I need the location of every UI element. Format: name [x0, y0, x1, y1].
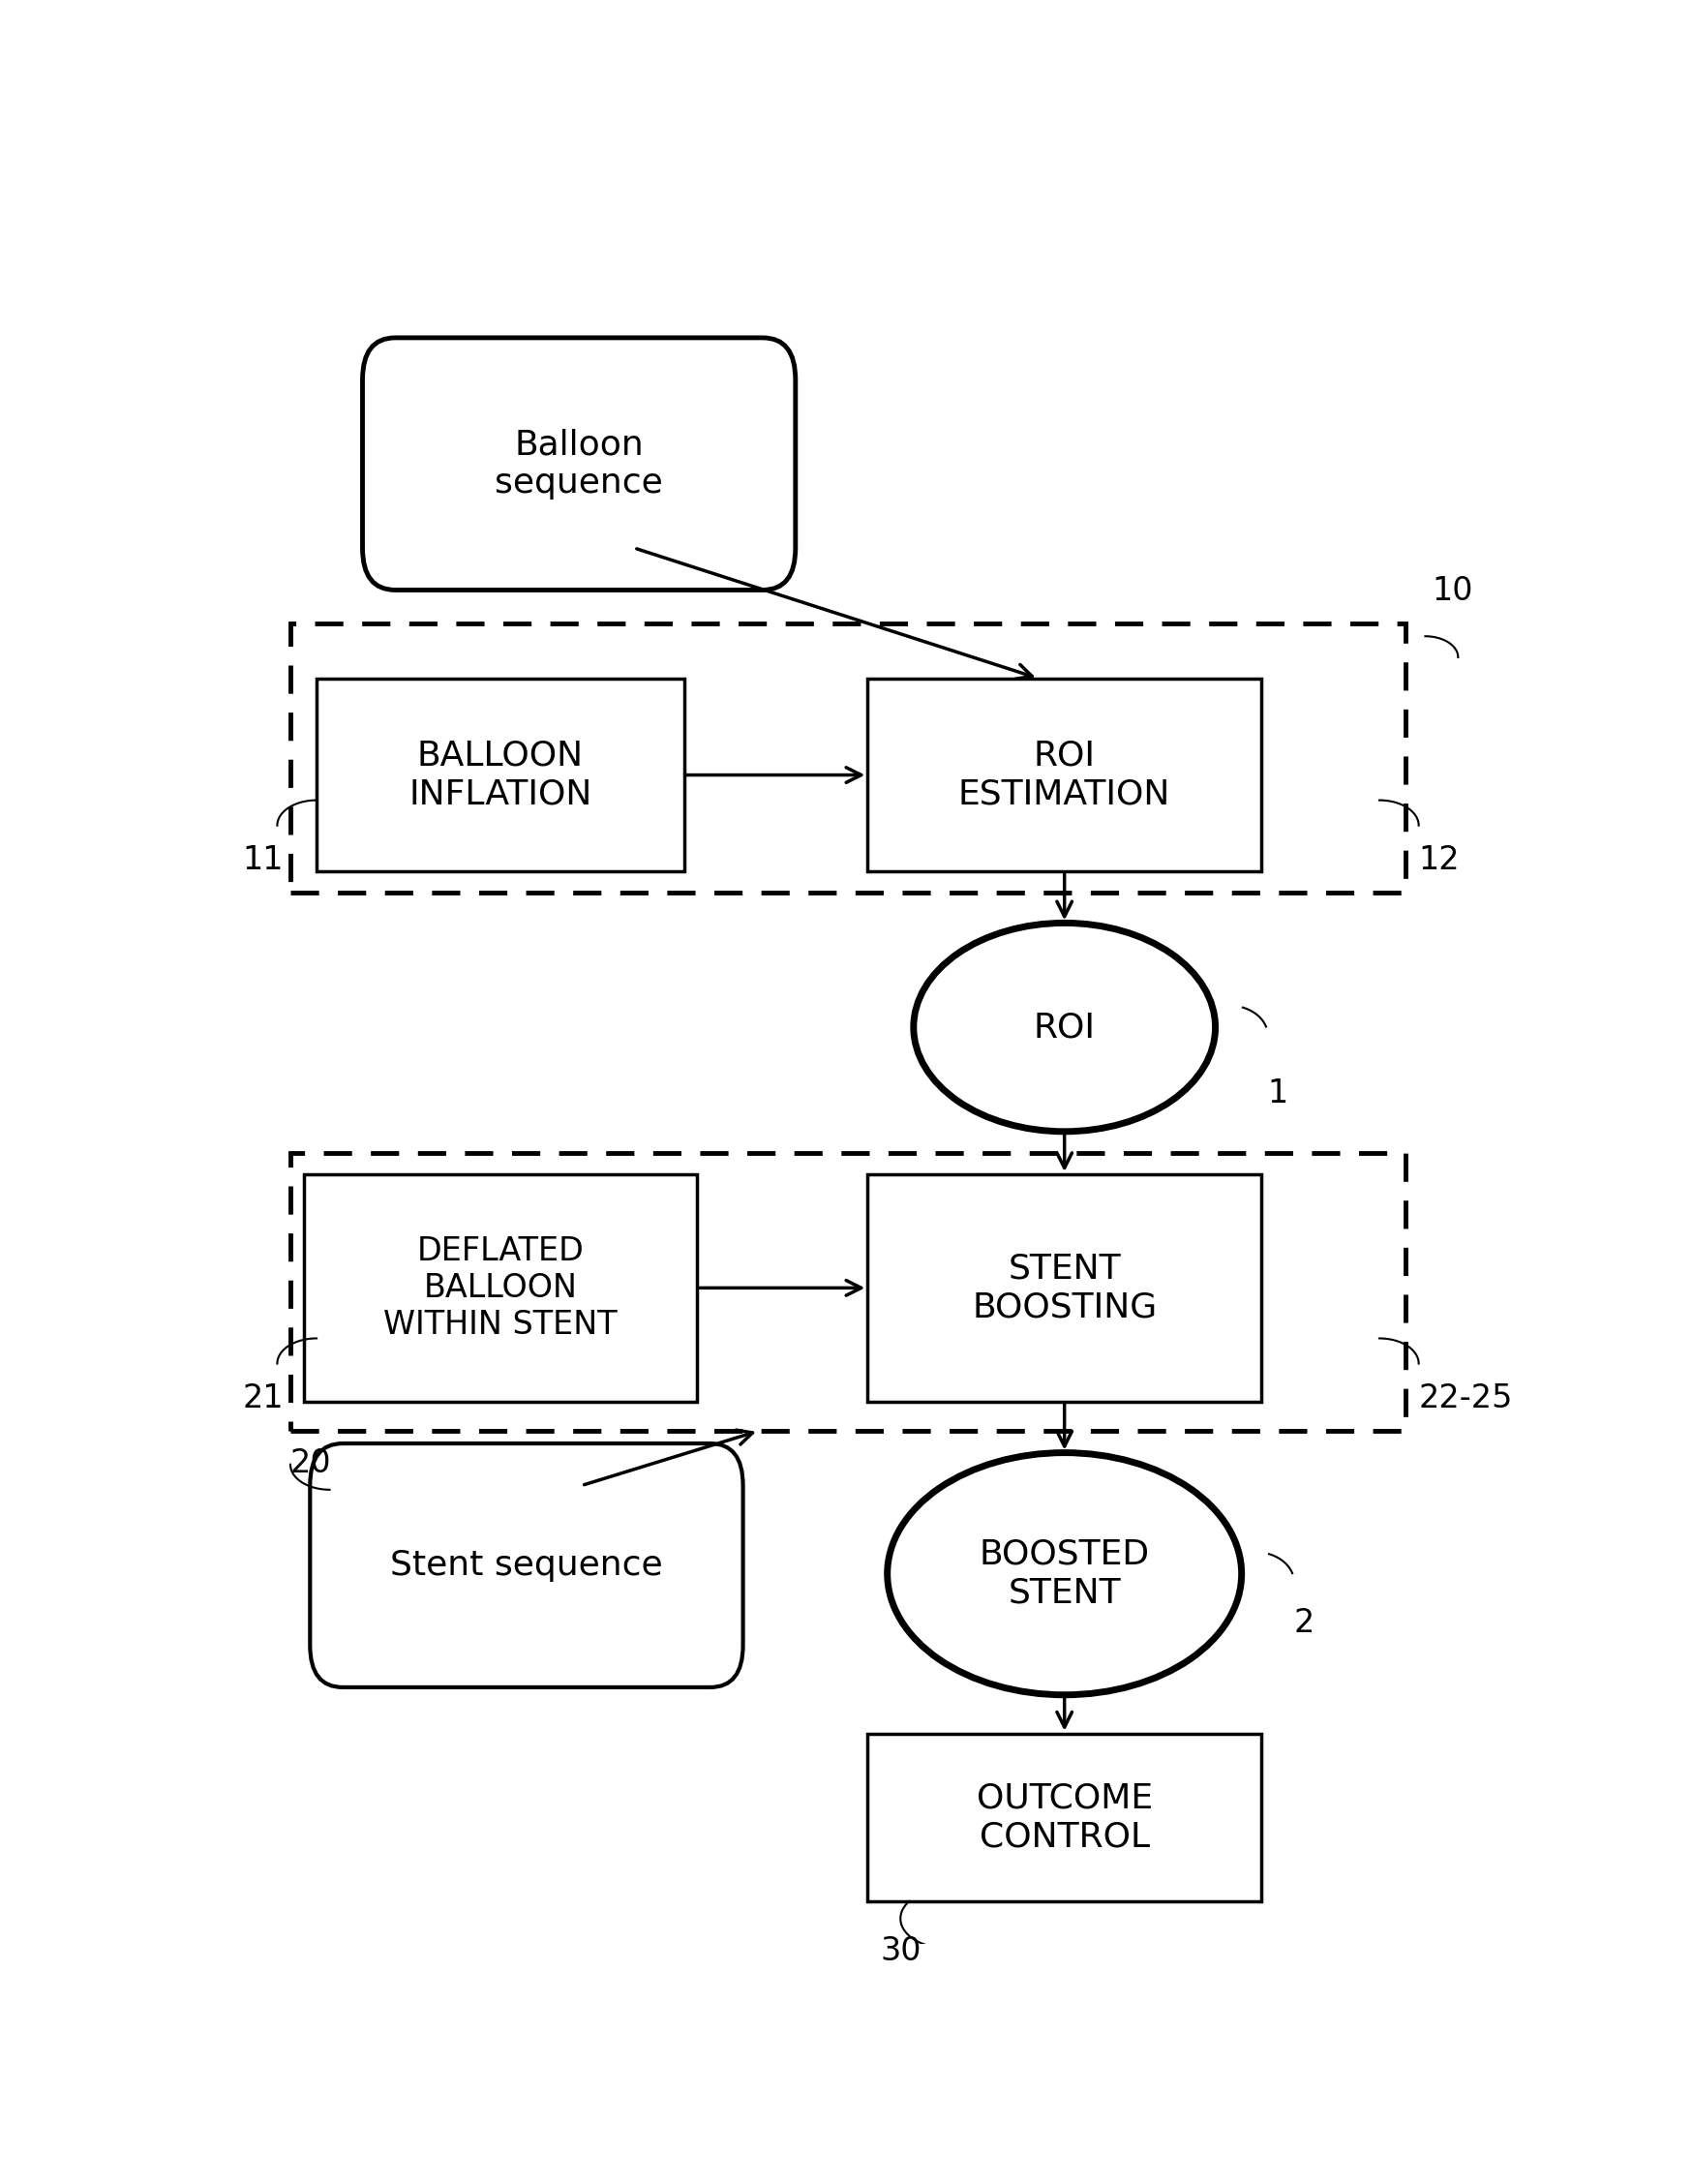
Text: 20: 20	[291, 1448, 332, 1479]
Text: Balloon
sequence: Balloon sequence	[494, 428, 663, 500]
Text: 21: 21	[242, 1382, 284, 1413]
FancyBboxPatch shape	[868, 1734, 1261, 1902]
Text: 12: 12	[1418, 843, 1459, 876]
FancyBboxPatch shape	[310, 1444, 743, 1688]
Text: STENT
BOOSTING: STENT BOOSTING	[971, 1251, 1156, 1324]
Text: 30: 30	[880, 1935, 922, 1968]
FancyBboxPatch shape	[868, 679, 1261, 871]
Text: 1: 1	[1267, 1077, 1288, 1109]
Text: BALLOON
INFLATION: BALLOON INFLATION	[408, 740, 592, 810]
Ellipse shape	[914, 924, 1215, 1131]
Text: Stent sequence: Stent sequence	[389, 1548, 663, 1581]
Text: DEFLATED
BALLOON
WITHIN STENT: DEFLATED BALLOON WITHIN STENT	[382, 1234, 618, 1341]
FancyBboxPatch shape	[362, 339, 795, 590]
Text: 2: 2	[1293, 1607, 1315, 1640]
FancyBboxPatch shape	[303, 1175, 697, 1402]
Text: BOOSTED
STENT: BOOSTED STENT	[978, 1538, 1149, 1610]
Text: 22-25: 22-25	[1418, 1382, 1513, 1413]
FancyBboxPatch shape	[868, 1175, 1261, 1402]
Text: ROI
ESTIMATION: ROI ESTIMATION	[958, 740, 1169, 810]
Text: 11: 11	[242, 843, 284, 876]
FancyBboxPatch shape	[316, 679, 684, 871]
Text: OUTCOME
CONTROL: OUTCOME CONTROL	[976, 1782, 1152, 1854]
Text: 10: 10	[1431, 574, 1472, 607]
Ellipse shape	[887, 1452, 1240, 1695]
Text: ROI: ROI	[1032, 1011, 1095, 1044]
